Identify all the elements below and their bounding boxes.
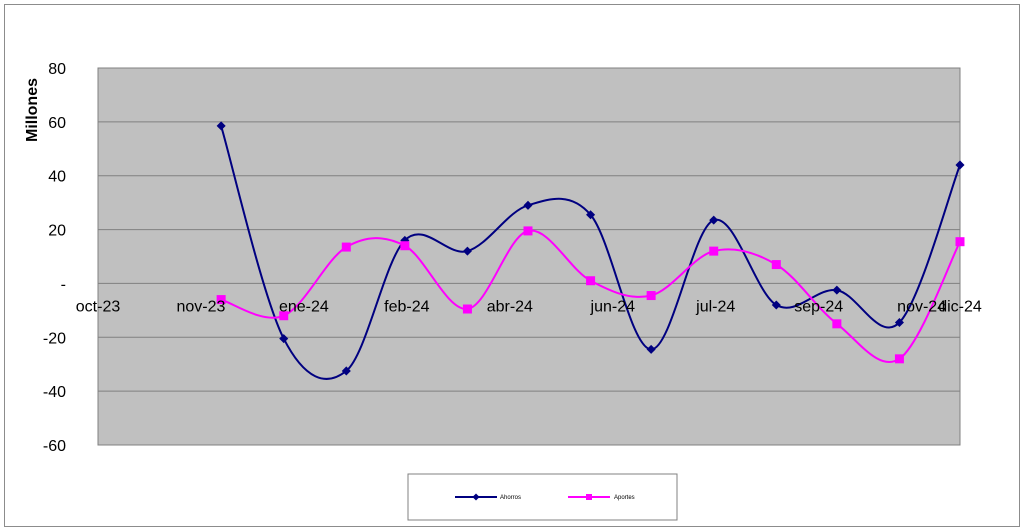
legend-marker-aportes: [586, 494, 592, 500]
x-tick-label: feb-24: [384, 298, 429, 315]
legend: Ahorros Aportes: [407, 473, 678, 521]
legend-label-ahorros: Ahorros: [500, 495, 521, 501]
x-tick-label: nov-23: [176, 298, 225, 315]
y-axis-title: Millones: [24, 78, 41, 142]
y-tick-label: -60: [43, 438, 66, 455]
data-point-aportes: [216, 295, 226, 305]
legend-marker-ahorros: [472, 493, 480, 501]
data-point-aportes: [462, 304, 472, 314]
x-tick-label: abr-24: [487, 298, 533, 315]
data-point-ahorros: [646, 344, 656, 354]
data-point-aportes: [400, 241, 410, 251]
x-axis-tick-labels: oct-23 nov-23 ene-24 feb-24 abr-24 jun-24 jul-…: [76, 298, 982, 315]
data-point-aportes: [955, 237, 965, 247]
x-tick-label: jun-24: [590, 298, 636, 315]
grid-lines: [98, 121, 960, 392]
x-tick-label: jul-24: [695, 298, 735, 315]
legend-item-ahorros: Ahorros: [455, 493, 521, 501]
series-line-ahorros: [220, 125, 961, 380]
data-point-aportes: [646, 291, 656, 301]
data-point-aportes: [523, 226, 533, 236]
series-layer: [216, 121, 965, 380]
y-tick-label: 20: [48, 223, 66, 240]
data-point-aportes: [279, 311, 289, 321]
legend-item-aportes: Aportes: [568, 494, 635, 501]
data-point-aportes: [341, 242, 351, 252]
x-tick-label: nov-24: [897, 298, 946, 315]
data-point-aportes: [709, 246, 719, 256]
y-tick-label: 40: [48, 169, 66, 186]
data-point-aportes: [771, 260, 781, 270]
y-tick-label: -40: [43, 384, 66, 401]
y-tick-label: -20: [43, 330, 66, 347]
y-tick-label: -: [61, 276, 66, 293]
plot-area: [97, 67, 961, 446]
legend-box: [407, 473, 678, 521]
y-tick-label: 80: [48, 61, 66, 78]
data-point-ahorros: [462, 246, 472, 256]
data-point-ahorros: [832, 285, 842, 295]
x-tick-label: sep-24: [794, 298, 843, 315]
data-point-ahorros: [216, 121, 226, 131]
legend-label-aportes: Aportes: [614, 495, 635, 501]
y-axis-tick-labels: 80 60 40 20 - -20 -40 -60: [43, 61, 66, 455]
data-point-aportes: [832, 319, 842, 329]
x-tick-label: dic-24: [938, 298, 982, 315]
x-tick-label: oct-23: [76, 298, 121, 315]
x-tick-label: ene-24: [279, 298, 329, 315]
data-point-aportes: [894, 354, 904, 364]
y-tick-label: 60: [48, 115, 66, 132]
data-point-aportes: [586, 276, 596, 286]
